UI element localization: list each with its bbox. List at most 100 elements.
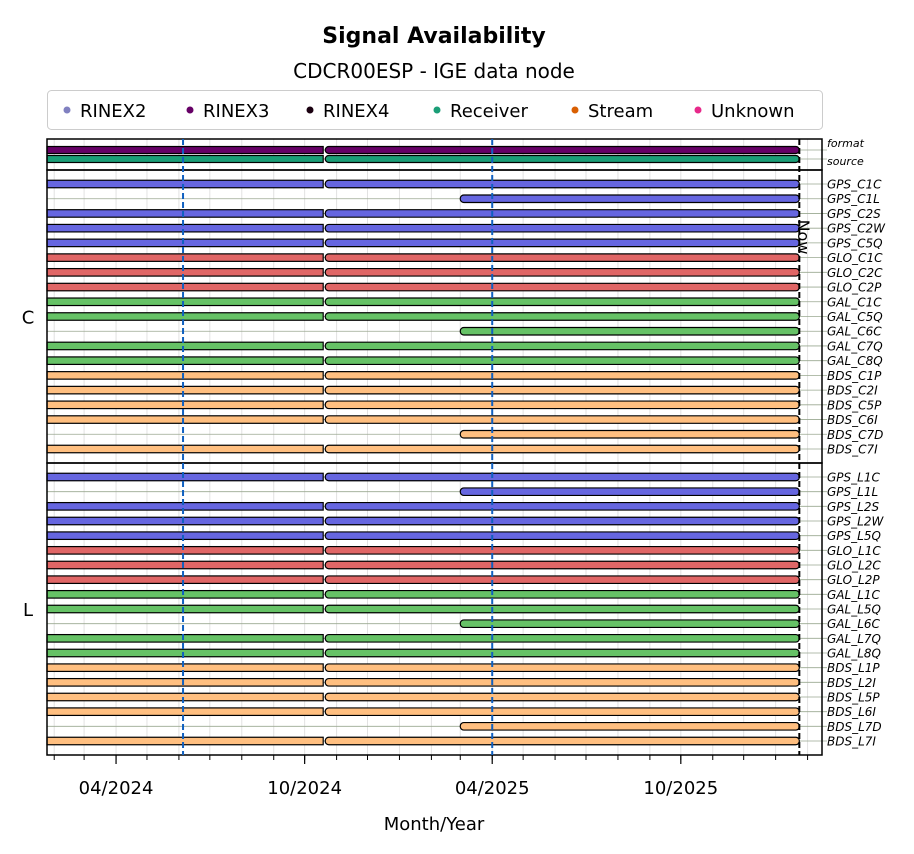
row-label-BDS_C7D: BDS_C7D bbox=[827, 428, 883, 442]
row-label-GPS_L5Q: GPS_L5Q bbox=[827, 529, 881, 543]
chart-subtitle: CDCR00ESP - IGE data node bbox=[293, 59, 575, 83]
signal-bar-BDS_L1P bbox=[46, 663, 324, 673]
row-label-GAL_L5Q: GAL_L5Q bbox=[827, 603, 881, 617]
legend-marker-rinex2 bbox=[63, 106, 71, 114]
x-tick-label: 10/2024 bbox=[267, 778, 342, 799]
signal-bar-GPS_L2W bbox=[324, 516, 800, 526]
signal-bar-GAL_C8Q bbox=[46, 356, 324, 366]
signal-bar-GPS_C2S bbox=[324, 209, 800, 218]
signal-bar-BDS_C5P bbox=[46, 400, 324, 410]
signal-bar-GLO_L2P bbox=[324, 575, 800, 585]
signal-bar-GPS_C5Q bbox=[324, 238, 800, 248]
row-label-BDS_C5P: BDS_C5P bbox=[827, 398, 882, 412]
signal-bar-GLO_C2P bbox=[46, 282, 324, 292]
signal-bar-GPS_C5Q bbox=[46, 238, 324, 248]
signal-bar-BDS_L5P bbox=[46, 692, 324, 702]
row-label-BDS_C2I: BDS_C2I bbox=[827, 384, 878, 398]
signal-bar-BDS_L7I bbox=[46, 736, 324, 746]
signal-bar-GAL_L7Q bbox=[46, 633, 324, 643]
row-label-GAL_C1C: GAL_C1C bbox=[827, 295, 882, 309]
row-label-GLO_C2C: GLO_C2C bbox=[827, 266, 883, 280]
row-label-GPS_L1L: GPS_L1L bbox=[827, 485, 878, 499]
signal-bar-source bbox=[46, 154, 324, 164]
signal-bar-GAL_C8Q bbox=[324, 356, 800, 366]
row-label-GPS_L2W: GPS_L2W bbox=[827, 515, 884, 529]
row-label-BDS_L2I: BDS_L2I bbox=[827, 676, 876, 690]
signal-bar-BDS_C1P bbox=[46, 371, 324, 380]
signal-bar-GAL_C5Q bbox=[324, 312, 800, 321]
chart-title: Signal Availability bbox=[322, 24, 545, 49]
signal-bar-BDS_L6I bbox=[46, 707, 324, 717]
signal-bar-GLO_C2P bbox=[324, 282, 800, 292]
row-label-GLO_C1C: GLO_C1C bbox=[827, 251, 883, 265]
signal-bar-BDS_L7D bbox=[459, 721, 800, 731]
signal-bar-GPS_L5Q bbox=[324, 531, 800, 541]
signal-bar-GAL_C5Q bbox=[46, 312, 324, 321]
row-label-GLO_L1C: GLO_L1C bbox=[827, 544, 881, 558]
signal-bar-GPS_C2W bbox=[324, 223, 800, 233]
legend-marker-receiver bbox=[433, 106, 441, 114]
signal-bar-BDS_C7I bbox=[46, 444, 324, 454]
signal-bar-BDS_C5P bbox=[324, 400, 800, 410]
signal-bar-GPS_L2W bbox=[46, 516, 324, 526]
legend-label-rinex4: RINEX4 bbox=[323, 101, 389, 122]
legend-marker-unknown bbox=[694, 106, 702, 114]
row-label-BDS_L5P: BDS_L5P bbox=[827, 691, 880, 705]
legend-marker-stream bbox=[571, 106, 579, 114]
signal-bar-GPS_L2S bbox=[324, 501, 800, 511]
signal-bar-GPS_C1C bbox=[46, 179, 324, 189]
row-label-GAL_L1C: GAL_L1C bbox=[827, 588, 881, 602]
panel-label-C: C bbox=[22, 308, 35, 329]
signal-bar-GLO_C1C bbox=[46, 253, 324, 262]
row-label-GPS_C1C: GPS_C1C bbox=[827, 178, 882, 192]
signal-bar-GAL_L1C bbox=[324, 589, 800, 599]
legend-label-unknown: Unknown bbox=[711, 101, 795, 122]
legend-label-rinex2: RINEX2 bbox=[80, 101, 146, 122]
row-label-GPS_C5Q: GPS_C5Q bbox=[827, 236, 883, 250]
signal-bar-BDS_C6I bbox=[46, 415, 324, 424]
now-label: Now bbox=[794, 220, 813, 255]
signal-bar-BDS_C7D bbox=[459, 429, 800, 439]
legend-label-rinex3: RINEX3 bbox=[203, 101, 269, 122]
signal-bar-GAL_L6C bbox=[459, 619, 800, 629]
row-label-GLO_L2P: GLO_L2P bbox=[827, 573, 880, 587]
signal-bar-BDS_L5P bbox=[324, 692, 800, 702]
signal-bar-GPS_L2S bbox=[46, 501, 324, 511]
x-axis-label: Month/Year bbox=[384, 814, 485, 835]
row-label-GAL_L8Q: GAL_L8Q bbox=[827, 647, 881, 661]
signal-bar-GLO_C2C bbox=[46, 267, 324, 277]
row-label-GAL_C7Q: GAL_C7Q bbox=[827, 339, 883, 353]
signal-bar-BDS_C2I bbox=[46, 385, 324, 395]
signal-bar-GPS_C2W bbox=[46, 223, 324, 233]
signal-bar-GAL_L7Q bbox=[324, 633, 800, 643]
signal-bar-GLO_C2C bbox=[324, 267, 800, 277]
row-label-GPS_C2S: GPS_C2S bbox=[827, 207, 881, 221]
signal-bar-GPS_C1L bbox=[459, 194, 800, 204]
signal-bar-GLO_L2C bbox=[46, 560, 324, 570]
signal-bar-GAL_L5Q bbox=[324, 604, 800, 614]
row-label-BDS_C7I: BDS_C7I bbox=[827, 443, 878, 457]
signal-bar-source bbox=[324, 154, 800, 164]
panel-frame bbox=[46, 138, 823, 171]
row-label-BDS_C6I: BDS_C6I bbox=[827, 413, 878, 427]
signal-bar-GPS_C2S bbox=[46, 209, 324, 218]
x-tick-label: 04/2025 bbox=[455, 778, 530, 799]
signal-bar-BDS_C1P bbox=[324, 371, 800, 380]
signal-bar-GLO_L1C bbox=[46, 545, 324, 555]
signal-bar-GLO_L2P bbox=[46, 575, 324, 585]
signal-bar-GPS_C1C bbox=[324, 179, 800, 189]
x-tick-label: 04/2024 bbox=[79, 778, 154, 799]
signal-bar-GPS_L1L bbox=[459, 487, 800, 497]
signal-bar-BDS_C6I bbox=[324, 415, 800, 424]
row-label-GAL_C8Q: GAL_C8Q bbox=[827, 354, 883, 368]
signal-bar-BDS_L7I bbox=[324, 736, 800, 746]
signal-bar-GLO_L2C bbox=[324, 560, 800, 570]
row-label-GPS_C2W: GPS_C2W bbox=[827, 222, 886, 236]
row-label-BDS_L7D: BDS_L7D bbox=[827, 720, 882, 734]
x-tick-label: 10/2025 bbox=[643, 778, 718, 799]
signal-bar-GAL_L8Q bbox=[324, 648, 800, 658]
row-label-GPS_C1L: GPS_C1L bbox=[827, 192, 880, 206]
signal-bar-GLO_C1C bbox=[324, 253, 800, 262]
